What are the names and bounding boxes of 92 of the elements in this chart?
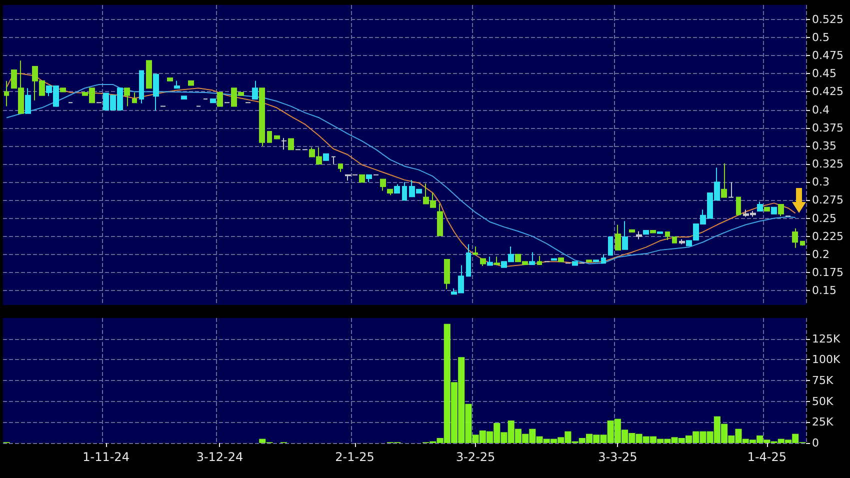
candlestick	[387, 188, 393, 196]
y-tick-label: 0.5	[812, 31, 830, 44]
candlestick	[25, 88, 31, 114]
x-tick-label: 3-2-25	[456, 450, 496, 464]
y-tick-label: 0.275	[812, 194, 844, 207]
y-tick-label: 100K	[812, 353, 841, 366]
candlestick	[132, 92, 137, 104]
candlestick	[402, 182, 407, 201]
candlestick	[252, 80, 258, 100]
candlestick	[615, 224, 621, 251]
x-tick-label: 3-12-24	[196, 450, 244, 464]
candlestick	[608, 236, 613, 256]
candlestick	[359, 174, 365, 183]
y-tick-label: 0.175	[812, 266, 844, 279]
candlestick	[146, 60, 152, 89]
candlestick	[473, 246, 478, 255]
y-tick-label: 0.475	[812, 49, 844, 62]
candlestick	[622, 220, 628, 250]
candlestick	[771, 206, 777, 214]
candlestick	[139, 70, 144, 104]
candlestick	[274, 135, 280, 140]
candlestick	[487, 256, 493, 266]
candlestick	[267, 131, 272, 143]
y-tick-label: 0.25	[812, 212, 836, 225]
candlestick	[323, 153, 329, 161]
y-tick-label: 0.15	[812, 284, 836, 298]
candlestick	[181, 96, 187, 100]
candlestick	[601, 254, 606, 264]
candlestick	[572, 261, 578, 266]
y-tick-label: 125K	[812, 332, 841, 346]
candlestick	[650, 230, 656, 234]
candlestick	[60, 88, 66, 92]
candlestick	[636, 230, 642, 240]
candlestick	[494, 256, 500, 266]
x-tick-label: 1-4-25	[747, 450, 787, 464]
candlestick	[153, 74, 159, 112]
candlestick	[167, 78, 173, 82]
candlestick	[210, 98, 216, 104]
y-tick-label: 50K	[812, 394, 834, 408]
candlestick	[124, 88, 130, 107]
y-tick-label: 0.35	[812, 139, 836, 152]
candlestick	[629, 229, 635, 232]
candlestick	[537, 255, 542, 266]
x-tick-label: 3-3-25	[598, 450, 638, 464]
candlestick	[466, 244, 471, 277]
candlestick	[764, 206, 770, 212]
candlestick	[593, 260, 599, 262]
y-tick-label: 0	[812, 436, 819, 450]
y-tick-label: 0.4	[812, 103, 830, 116]
candlestick	[380, 178, 386, 192]
candlestick	[529, 252, 535, 266]
x-tick-label: 2-1-25	[335, 450, 374, 464]
candlestick	[792, 228, 798, 248]
candlestick	[366, 174, 372, 183]
candlestick	[288, 138, 294, 150]
candlestick	[551, 258, 557, 261]
candlestick	[657, 231, 663, 234]
candlestick	[331, 156, 336, 165]
candlestick	[480, 258, 486, 266]
candlestick	[4, 80, 9, 107]
y-tick-label: 0.2	[812, 248, 830, 261]
candlestick	[338, 164, 343, 172]
y-tick-label: 25K	[812, 416, 834, 429]
y-tick-label: 0.525	[812, 12, 844, 26]
y-tick-label: 0.325	[812, 158, 844, 171]
candlestick	[721, 162, 727, 198]
candlestick	[736, 196, 741, 216]
candlestick	[586, 260, 592, 262]
x-tick-label: 1-11-24	[82, 450, 130, 464]
candlestick	[188, 80, 194, 86]
y-tick-label: 0.425	[812, 85, 844, 98]
candlestick	[394, 184, 400, 194]
y-tick-label: 0.225	[812, 230, 844, 243]
candlestick	[217, 92, 223, 107]
candlestick	[444, 258, 450, 290]
candlestick	[437, 203, 443, 236]
candlestick	[665, 231, 670, 240]
candlestick	[558, 258, 564, 262]
candlestick	[778, 204, 784, 217]
candlestick	[672, 236, 677, 244]
y-tick-label: 75K	[812, 374, 834, 387]
candlestick	[259, 88, 265, 146]
y-tick-label: 0.375	[812, 121, 844, 134]
candlestick	[728, 182, 734, 198]
candlestick	[757, 201, 763, 212]
candlestick	[174, 80, 180, 89]
candlestick	[281, 138, 287, 150]
candlestick	[679, 238, 685, 245]
candlestick	[643, 230, 649, 235]
candlestick	[800, 240, 805, 246]
y-tick-label: 0.3	[812, 176, 830, 189]
y-tick-label: 0.45	[812, 67, 836, 80]
